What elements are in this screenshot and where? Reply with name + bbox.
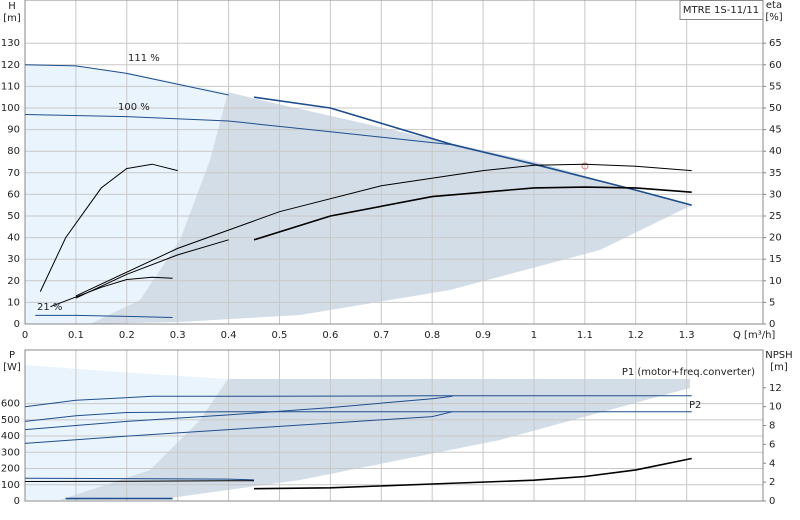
y-tick-label: 130 (1, 38, 20, 49)
curve (253, 186, 692, 241)
y-axis-label: H (8, 1, 16, 12)
y-tick-label: 90 (7, 125, 20, 136)
curve (24, 411, 453, 444)
annotation: 100 % (118, 102, 150, 113)
x-tick-label: 0.7 (373, 330, 389, 341)
curve (24, 114, 453, 146)
y2-tick-label: 35 (769, 168, 782, 179)
y-tick-label: 50 (7, 211, 20, 222)
y2-tick-label: 10 (769, 276, 782, 287)
y2-axis-unit: [%] (765, 12, 782, 23)
y-axis-unit: [m] (3, 13, 21, 24)
y2-tick-label: 2 (769, 477, 775, 488)
y2-tick-label: 30 (769, 189, 782, 200)
y2-tick-label: 4 (769, 458, 775, 469)
curve (39, 163, 178, 292)
y-tick-label: 30 (7, 254, 20, 265)
y2-tick-label: 20 (769, 233, 782, 244)
y2-tick-label: 50 (769, 103, 782, 114)
curve (75, 239, 229, 299)
x-tick-label: 1.1 (577, 330, 593, 341)
curve (35, 314, 173, 318)
plot-layer (24, 0, 763, 502)
annotation: P1 (motor+freq.converter) (622, 367, 755, 378)
y2-tick-label: 40 (769, 146, 782, 157)
y2-tick-label: 45 (769, 125, 782, 136)
y-axis-label: P (9, 350, 15, 361)
y2-tick-label: 5 (769, 297, 775, 308)
duty-point (581, 162, 589, 170)
y-tick-label: 10 (7, 297, 20, 308)
y-tick-label: 600 (1, 399, 20, 410)
y2-tick-label: 25 (769, 211, 782, 222)
x-tick-label: 0 (22, 330, 28, 341)
curve (24, 411, 692, 422)
y-tick-label: 0 (14, 319, 20, 330)
chart-title: MTRE 1S-11/11 (683, 5, 759, 16)
y2-tick-label: 15 (769, 254, 782, 265)
y2-tick-label: 65 (769, 38, 782, 49)
curve (24, 480, 254, 482)
y-tick-label: 120 (1, 60, 20, 71)
x-tick-label: 0.2 (119, 330, 135, 341)
x-tick-label: 0.5 (272, 330, 288, 341)
y2-tick-label: 6 (769, 439, 775, 450)
y-tick-label: 80 (7, 146, 20, 157)
x-tick-label: 0.9 (475, 330, 491, 341)
y-tick-label: 0 (14, 496, 20, 507)
x-tick-label: 0.1 (68, 330, 84, 341)
title-box (679, 0, 764, 20)
y-tick-label: 100 (1, 103, 20, 114)
x-tick-label: 1 (531, 330, 537, 341)
y-tick-label: 20 (7, 276, 20, 287)
x-tick-label: 0.6 (322, 330, 338, 341)
x-tick-label: 0.4 (221, 330, 237, 341)
y-tick-label: 70 (7, 168, 20, 179)
annotation: P2 (689, 400, 701, 411)
y-tick-label: 100 (1, 480, 20, 491)
y2-tick-label: 0 (769, 319, 775, 330)
x-tick-label: 1.2 (628, 330, 644, 341)
x-axis-label: Q [m³/h] (733, 330, 775, 341)
y-tick-label: 60 (7, 189, 20, 200)
curve (75, 163, 692, 297)
y2-tick-label: 60 (769, 60, 782, 71)
y-tick-label: 400 (1, 431, 20, 442)
curve (24, 395, 692, 408)
x-tick-label: 0.8 (424, 330, 440, 341)
curve (253, 457, 692, 490)
y2-tick-label: 55 (769, 81, 782, 92)
y2-axis-label: NPSH (765, 350, 792, 361)
curve (24, 395, 453, 431)
y-axis-unit: [W] (3, 362, 21, 373)
y-tick-label: 110 (1, 81, 20, 92)
x-tick-label: 0.3 (170, 330, 186, 341)
y2-tick-label: 10 (769, 402, 782, 413)
y-tick-label: 40 (7, 233, 20, 244)
annotation: 21 % (37, 302, 62, 313)
y2-tick-label: 12 (769, 383, 782, 394)
y-tick-label: 500 (1, 415, 20, 426)
y-tick-label: 300 (1, 447, 20, 458)
curve (50, 276, 173, 308)
y2-tick-label: 0 (769, 496, 775, 507)
range-shade (60, 379, 690, 500)
y-tick-label: 200 (1, 464, 20, 475)
y2-axis-label: eta (766, 0, 782, 11)
curve (24, 477, 255, 481)
annotation: 111 % (128, 53, 160, 64)
curve (24, 64, 229, 96)
curve (253, 96, 692, 206)
plot-frame (24, 0, 764, 325)
x-tick-label: 1.3 (679, 330, 695, 341)
y2-axis-unit: [m] (770, 362, 788, 373)
range-shade (90, 92, 690, 324)
y2-tick-label: 8 (769, 421, 775, 432)
